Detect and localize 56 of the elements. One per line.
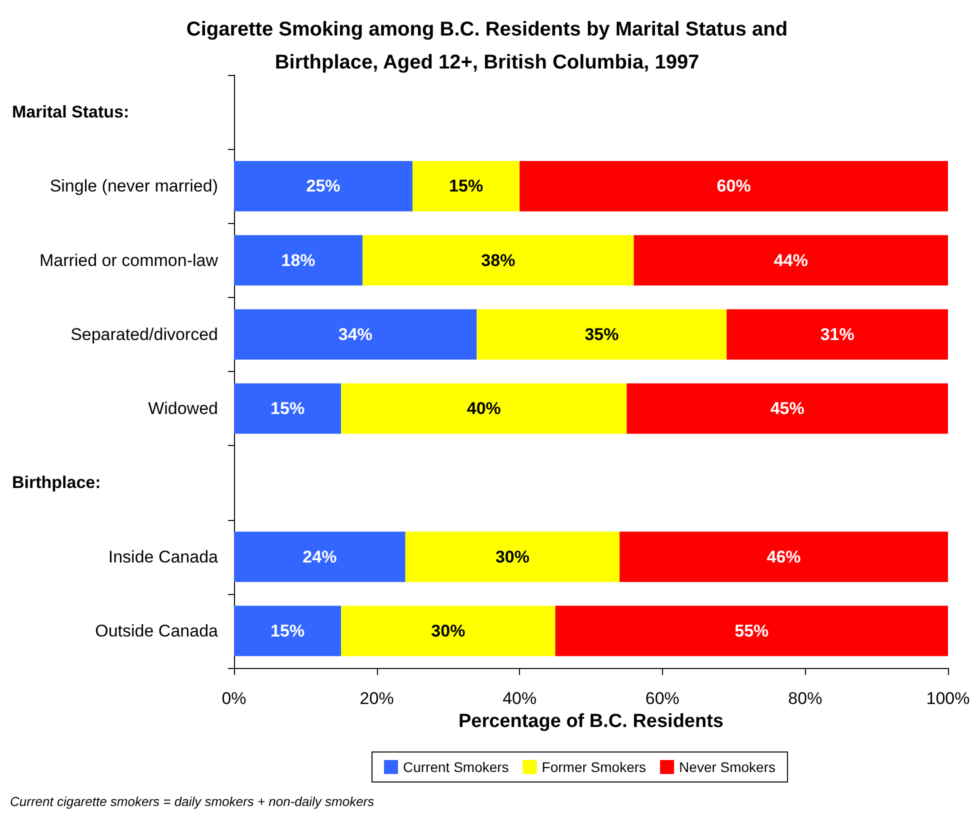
bar bbox=[234, 160, 412, 212]
bar bbox=[626, 383, 948, 434]
data-label: 15% bbox=[270, 621, 305, 640]
text: Marital Status: bbox=[12, 102, 130, 122]
chart-title: Cigarette Smoking among B.C. Residents by Marital Status and Birthplace, Aged 12+, British Columbia, 1997 bbox=[186, 18, 788, 74]
bar bbox=[341, 383, 627, 434]
legend-label: Never Smokers bbox=[679, 759, 776, 775]
bar bbox=[234, 235, 363, 286]
data-label: 40% bbox=[466, 399, 501, 418]
data-label: 18% bbox=[281, 250, 316, 270]
bar bbox=[405, 532, 620, 582]
data-label: 38% bbox=[481, 250, 516, 270]
y-tick-label: Outside Canada bbox=[95, 621, 219, 640]
data-label: 44% bbox=[774, 250, 808, 270]
data-label: 24% bbox=[302, 547, 337, 566]
bar bbox=[555, 606, 948, 656]
x-tick-label: 40% bbox=[502, 689, 537, 708]
y-tick-label: Married or common-law bbox=[39, 250, 219, 270]
bar bbox=[634, 235, 948, 286]
text: Current cigarette smokers = daily smokers + non-daily smokers bbox=[10, 794, 375, 809]
x-tick-label: 80% bbox=[788, 689, 822, 708]
legend-label: Former Smokers bbox=[542, 759, 646, 775]
x-axis-title: Percentage of B.C. Residents bbox=[458, 711, 724, 732]
bar bbox=[234, 309, 477, 360]
y-tick-label: Widowed bbox=[148, 399, 218, 418]
x-tick-label: 20% bbox=[360, 689, 394, 708]
y-tick-label: Inside Canada bbox=[108, 547, 219, 566]
data-label: 46% bbox=[766, 547, 801, 566]
bar bbox=[476, 309, 727, 360]
data-label: 15% bbox=[449, 176, 484, 196]
data-label: 31% bbox=[820, 324, 854, 344]
data-label: 34% bbox=[338, 324, 372, 344]
x-tick-label: 0% bbox=[222, 689, 246, 708]
bar bbox=[520, 160, 948, 212]
y-tick-label: Separated/divorced bbox=[70, 324, 218, 344]
bar bbox=[412, 160, 520, 212]
bar bbox=[620, 532, 948, 582]
data-label: 30% bbox=[431, 621, 466, 640]
y-tick-label: Single (never married) bbox=[50, 176, 218, 196]
data-label: 35% bbox=[584, 324, 619, 344]
bar bbox=[341, 606, 556, 656]
data-label: 25% bbox=[306, 176, 340, 196]
x-tick-label: 60% bbox=[645, 689, 680, 708]
data-label: 55% bbox=[734, 621, 769, 640]
data-label: 15% bbox=[270, 399, 305, 418]
legend-label: Current Smokers bbox=[403, 759, 509, 775]
bar bbox=[362, 235, 634, 286]
bar bbox=[234, 606, 342, 656]
bar bbox=[234, 383, 342, 434]
bar bbox=[234, 532, 406, 582]
text: Birthplace: bbox=[12, 473, 101, 492]
data-label: 30% bbox=[495, 547, 530, 566]
data-label: 60% bbox=[716, 176, 751, 196]
x-tick-label: 100% bbox=[926, 689, 970, 708]
bar bbox=[726, 309, 948, 360]
data-label: 45% bbox=[770, 399, 804, 418]
